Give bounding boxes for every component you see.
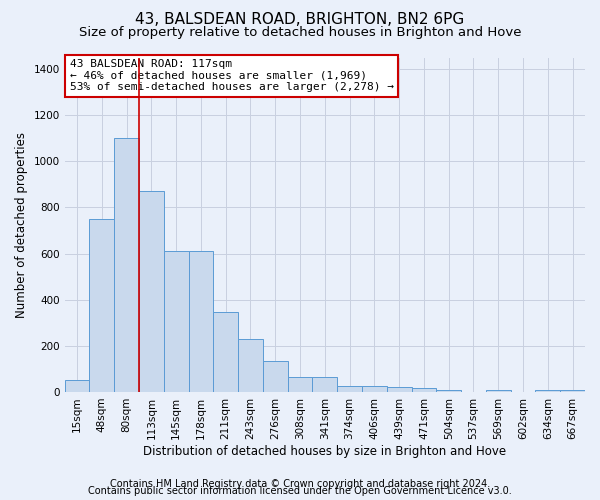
Text: 43 BALSDEAN ROAD: 117sqm
← 46% of detached houses are smaller (1,969)
53% of sem: 43 BALSDEAN ROAD: 117sqm ← 46% of detach…	[70, 59, 394, 92]
Bar	[362, 386, 387, 392]
Bar	[313, 377, 337, 392]
Bar	[287, 377, 313, 392]
Y-axis label: Number of detached properties: Number of detached properties	[15, 132, 28, 318]
Bar	[214, 312, 238, 392]
Bar	[486, 390, 511, 392]
Bar	[188, 252, 214, 392]
Bar	[535, 390, 560, 392]
Bar	[263, 361, 287, 392]
Text: Contains public sector information licensed under the Open Government Licence v3: Contains public sector information licen…	[88, 486, 512, 496]
Text: Contains HM Land Registry data © Crown copyright and database right 2024.: Contains HM Land Registry data © Crown c…	[110, 479, 490, 489]
Bar	[139, 192, 164, 392]
Bar	[238, 339, 263, 392]
Bar	[65, 380, 89, 392]
Bar	[114, 138, 139, 392]
Bar	[164, 252, 188, 392]
Bar	[412, 388, 436, 392]
Text: Size of property relative to detached houses in Brighton and Hove: Size of property relative to detached ho…	[79, 26, 521, 39]
X-axis label: Distribution of detached houses by size in Brighton and Hove: Distribution of detached houses by size …	[143, 444, 506, 458]
Bar	[337, 386, 362, 392]
Bar	[436, 390, 461, 392]
Bar	[89, 219, 114, 392]
Bar	[387, 388, 412, 392]
Bar	[560, 390, 585, 392]
Text: 43, BALSDEAN ROAD, BRIGHTON, BN2 6PG: 43, BALSDEAN ROAD, BRIGHTON, BN2 6PG	[136, 12, 464, 28]
